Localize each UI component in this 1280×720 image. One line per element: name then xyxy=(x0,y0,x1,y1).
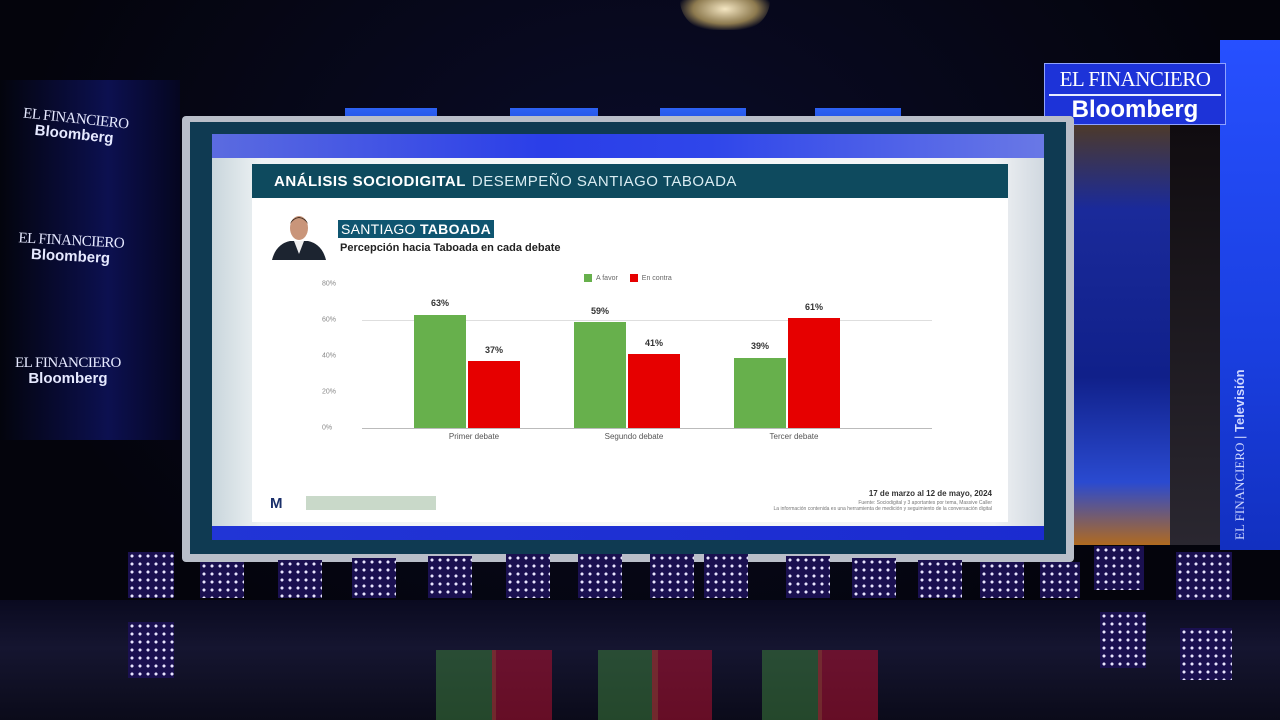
led-panel xyxy=(278,560,322,598)
led-panel xyxy=(428,556,472,598)
y-tick-label: 60% xyxy=(322,316,337,324)
candidate-first-name: SANTIAGO xyxy=(341,221,416,237)
chart-legend: A favor En contra xyxy=(584,274,672,282)
led-panel xyxy=(1094,546,1144,590)
x-category-label: Segundo debate xyxy=(604,432,664,441)
source-note: Fuente: Sociodigital y 3 aportantes por … xyxy=(858,500,992,506)
bar-reflection xyxy=(762,650,822,720)
led-panel xyxy=(980,562,1024,598)
led-panel xyxy=(918,560,962,598)
candidate-photo xyxy=(272,216,326,260)
vertical-brand-name: EL FINANCIERO xyxy=(1232,442,1247,540)
date-range: 17 de marzo al 12 de mayo, 2024 xyxy=(868,489,992,498)
led-panel xyxy=(852,558,896,598)
led-panel xyxy=(704,554,748,598)
led-panel-reflection xyxy=(1180,628,1232,680)
screen-top-bar xyxy=(212,134,1044,158)
bar-reflection xyxy=(492,650,552,720)
slide-content: SANTIAGO TABOADA Percepción hacia Taboad… xyxy=(252,198,1008,522)
bar-reflection xyxy=(598,650,658,720)
y-tick-label: 40% xyxy=(322,352,337,360)
left-wall xyxy=(0,80,180,440)
y-tick-label: 0% xyxy=(322,424,333,432)
candidate-last-name: TABOADA xyxy=(419,221,492,237)
ceiling-spotlight xyxy=(680,0,770,30)
x-category-label: Tercer debate xyxy=(769,432,819,441)
bar-value-label: 37% xyxy=(484,345,503,355)
right-wall-pillar xyxy=(1170,125,1220,545)
bar-reflection xyxy=(436,650,496,720)
legend-label-favor: A favor xyxy=(596,274,618,282)
bar-contra xyxy=(788,318,840,428)
bar-value-label: 63% xyxy=(430,298,449,308)
legend-item-contra: En contra xyxy=(629,274,672,282)
slide-title-bold: ANÁLISIS SOCIODIGITAL xyxy=(274,172,466,190)
y-tick-label: 80% xyxy=(322,280,337,288)
bar-favor xyxy=(414,314,466,428)
bar-favor xyxy=(734,357,786,428)
screen-bottom-bar xyxy=(212,526,1044,540)
y-tick-label: 20% xyxy=(322,388,337,396)
legend-label-contra: En contra xyxy=(641,274,672,282)
footer-tag xyxy=(306,496,436,510)
studio-monitor: ANÁLISIS SOCIODIGITAL DESEMPEÑO SANTIAGO… xyxy=(182,116,1074,562)
chart-subtitle: Percepción hacia Taboada en cada debate xyxy=(340,242,561,254)
monitor-screen: ANÁLISIS SOCIODIGITAL DESEMPEÑO SANTIAGO… xyxy=(212,134,1044,540)
bar-value-label: 59% xyxy=(590,306,609,316)
bar-value-label: 61% xyxy=(804,302,823,312)
channel-logo: EL FINANCIERO Bloomberg xyxy=(1044,63,1226,125)
x-category-label: Primer debate xyxy=(448,432,500,441)
plot-area: 63% 37% 59% 41% xyxy=(362,284,932,428)
vertical-brand-channel: Televisión xyxy=(1232,369,1247,433)
wall-logo-line2: Bloomberg xyxy=(28,370,108,387)
led-panel xyxy=(1176,552,1232,602)
bar-group-segundo-debate: 59% 41% xyxy=(574,284,684,428)
slide-title-band: ANÁLISIS SOCIODIGITAL DESEMPEÑO SANTIAGO… xyxy=(252,164,1008,198)
led-panel xyxy=(1040,562,1080,598)
bar-reflection xyxy=(818,650,878,720)
bar-contra xyxy=(628,354,680,428)
bar-chart: A favor En contra 80% 60% 40% 20% 0% xyxy=(322,274,932,454)
led-panel xyxy=(128,552,174,598)
bar-reflection xyxy=(652,650,712,720)
vertical-brand: EL FINANCIERO | Televisión xyxy=(1232,369,1248,540)
led-panel xyxy=(506,554,550,598)
bar-group-tercer-debate: 39% 61% xyxy=(734,284,844,428)
monitor-bezel: ANÁLISIS SOCIODIGITAL DESEMPEÑO SANTIAGO… xyxy=(190,122,1066,554)
led-panel-reflection xyxy=(1100,612,1146,668)
legend-swatch-contra xyxy=(629,274,638,282)
bar-value-label: 41% xyxy=(644,338,663,348)
legend-swatch-favor xyxy=(584,274,592,282)
led-panel xyxy=(200,562,244,598)
wall-logo: EL FINANCIERO Bloomberg xyxy=(17,230,125,267)
gridline xyxy=(362,320,932,321)
slide-title-light: DESEMPEÑO SANTIAGO TABOADA xyxy=(471,172,737,190)
disclaimer-note: La información contenida es una herramie… xyxy=(773,506,992,512)
channel-logo-divider xyxy=(1049,94,1221,96)
bar-contra xyxy=(468,361,520,428)
right-wall-brand-panel xyxy=(1220,40,1280,550)
right-wall-screen xyxy=(1070,125,1170,545)
led-panel xyxy=(786,556,830,598)
source-logo: M xyxy=(270,495,283,512)
legend-item-favor: A favor xyxy=(584,274,618,282)
channel-logo-line1: EL FINANCIERO xyxy=(1059,67,1211,91)
led-panel xyxy=(650,554,694,598)
x-axis-baseline xyxy=(362,428,932,429)
vertical-brand-separator: | xyxy=(1232,432,1247,443)
wall-logo: EL FINANCIERO Bloomberg xyxy=(15,355,121,387)
bar-favor xyxy=(574,321,626,428)
bar-value-label: 39% xyxy=(750,341,769,351)
led-panel xyxy=(578,554,622,598)
y-axis: 80% 60% 40% 20% 0% xyxy=(322,280,350,434)
led-panel-reflection xyxy=(128,622,174,678)
wall-logo-line1: EL FINANCIERO xyxy=(15,355,121,371)
bar-group-primer-debate: 63% 37% xyxy=(414,284,524,428)
led-panel xyxy=(352,558,396,598)
channel-logo-line2: Bloomberg xyxy=(1071,96,1199,123)
candidate-name-tag: SANTIAGO TABOADA xyxy=(338,220,495,238)
